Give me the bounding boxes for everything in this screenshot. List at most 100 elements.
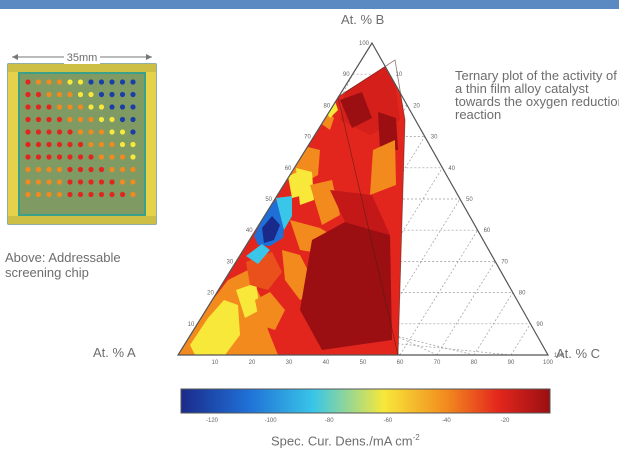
chip-electrode-dot [46,191,52,198]
tick-label-left: 80 [324,103,331,109]
tick-label-left: 70 [304,135,311,141]
tick-label-bottom: 40 [323,360,330,366]
tick-label-right: 90 [536,322,543,328]
chip-electrode-dot [88,116,94,123]
chip-electrode-dot [98,104,105,110]
grid-line [399,230,478,356]
chip-electrode-dot [67,179,73,185]
chip-electrode-dot [109,179,115,185]
chip-electrode-dot [98,154,105,160]
chip-electrode-dot [119,116,126,123]
chip-electrode-dot [88,141,94,148]
chip-electrode-dot [25,191,31,198]
tick-label-left: 100 [359,41,370,47]
chip-electrode-dot [130,191,136,198]
colorbar-label-superscript: -2 [412,433,420,442]
chip-electrode-dot [56,116,63,123]
chip-electrode-dot [77,141,84,148]
chip-electrode-dot [35,154,42,160]
top-accent-bar [0,0,619,9]
chip-electrode-dot [119,79,126,85]
chip-electrode-dot [130,129,136,135]
grid-line [473,292,514,356]
plot-caption: Ternary plot of the activity of a thin f… [455,68,619,122]
axis-label-a: At. % A [93,345,136,360]
chip-electrode-dot [35,179,42,185]
tick-label-left: 30 [227,259,234,265]
chip-electrode-dot [25,104,31,110]
chip-electrode-dot [88,91,94,98]
chip-electrode-dot [109,79,115,85]
tick-label-bottom: 100 [543,360,554,366]
chip-electrode-dot [67,166,73,173]
chip-electrode-dot [119,191,126,198]
chip-electrode-dot [56,91,63,98]
tick-label-bottom: 10 [212,360,219,366]
chip-electrode-dot [46,166,52,173]
chip-electrode-dot [109,154,115,160]
chip-electrode-dot [130,154,136,160]
chip-electrode-dot [46,179,52,185]
tick-label-left: 60 [285,166,292,172]
chip-electrode-dot [25,166,31,173]
chip-electrode-dot [35,166,42,173]
tick-label-right: 50 [466,197,473,203]
chip-electrode-dot [77,79,84,85]
chip-electrode-dot [25,91,31,98]
chip-electrode-dot [98,141,105,148]
tick-label-right: 40 [448,166,455,172]
chip-electrode-dot [88,154,94,160]
colorbar-ticks: -120 -100 -80 -60 -40 -20 [206,418,510,424]
chip-electrode-dot [109,116,115,123]
chip-electrode-dot [98,129,105,135]
chip-electrode-dot [35,191,42,198]
chip-electrode-dot [25,179,31,185]
colorbar-tick-label: -20 [501,418,510,424]
chip-electrode-dot [46,129,52,135]
tick-label-left: 90 [343,72,350,78]
chip-caption: Above: Addressable screening chip [5,250,121,280]
chip-electrode-dot [77,191,84,198]
chip-electrode-dot [77,104,84,110]
grid-line [436,261,496,356]
tick-label-left: 20 [207,291,214,297]
ternary-plot: 10 10 10 20 20 20 30 30 30 40 40 40 50 50 50 60 60 60 70 70… [176,41,565,366]
chip-electrode-dot [77,179,84,185]
chip-electrode-dot [119,166,126,173]
chip-electrode-dot [67,141,73,148]
chip-electrode-dot [98,91,105,98]
chip-electrode-dot [77,154,84,160]
tick-label-bottom: 90 [508,360,515,366]
chip-electrode-dot [130,116,136,123]
chip-electrode-dot [56,79,63,85]
chip-electrode-dot [130,141,136,148]
screening-chip: 35mm [7,50,157,225]
colorbar-tick-label: -100 [265,418,278,424]
chip-electrode-dot [25,79,31,85]
chip-electrode-dot [67,91,73,98]
chip-electrode-dot [46,79,52,85]
chip-electrode-dot [88,191,94,198]
axis-label-c: At. % C [556,346,601,361]
colorbar-tick-label: -40 [442,418,451,424]
tick-label-bottom: 50 [360,360,367,366]
chip-electrode-dot [109,141,115,148]
chip-electrode-dot [67,104,73,110]
tick-label-right: 30 [431,135,438,141]
grid-line [362,198,461,356]
chip-electrode-dot [77,166,84,173]
colorbar: -120 -100 -80 -60 -40 -20 [180,388,551,424]
chip-electrode-dot [67,79,73,85]
tick-label-bottom: 60 [397,360,404,366]
tick-label-bottom: 80 [471,360,478,366]
chip-electrode-dot [56,141,63,148]
tick-label-bottom: 70 [434,360,441,366]
chip-electrode-dot [98,179,105,185]
chip-electrode-dot [56,166,63,173]
chip-electrode-dot [56,129,63,135]
chip-electrode-dot [88,104,94,110]
chip-electrode-dot [88,166,94,173]
chip-electrode-dot [35,141,42,148]
colorbar-label: Spec. Cur. Dens./mA cm-2 [271,431,420,448]
